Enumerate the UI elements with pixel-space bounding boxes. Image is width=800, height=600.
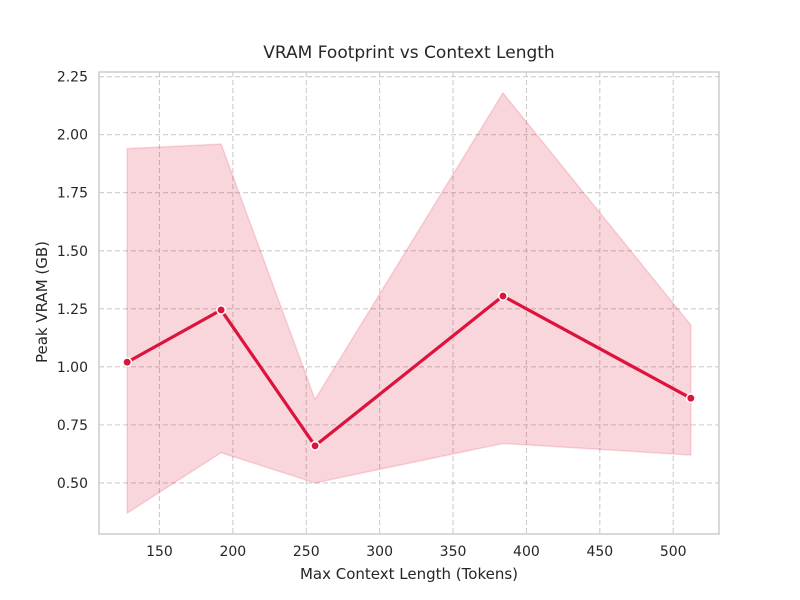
y-tick-label: 1.50 [57,244,88,260]
x-tick-label: 150 [146,544,173,560]
y-tick-label: 2.00 [57,128,88,144]
x-tick-label: 450 [586,544,613,560]
data-point-marker [122,357,133,368]
x-tick-label: 250 [293,544,320,560]
y-tick-label: 0.75 [57,418,88,434]
data-point-marker [685,393,696,404]
data-point-marker [497,291,508,301]
plot-border [98,71,720,535]
y-tick-label: 1.25 [57,302,88,318]
y-tick-label: 1.00 [57,360,88,376]
data-point-marker [310,440,321,451]
x-tick-label: 400 [513,544,540,560]
confidence-band [126,91,692,515]
x-tick-label: 500 [660,544,687,560]
chart-title: VRAM Footprint vs Context Length [263,43,555,63]
y-tick-label: 2.25 [57,70,88,86]
y-tick-label: 1.75 [57,186,88,202]
x-axis-label: Max Context Length (Tokens) [299,565,519,583]
y-tick-label: 0.50 [57,476,88,492]
y-axis-label: Peak VRAM (GB) [33,240,51,364]
x-tick-label: 200 [219,544,246,560]
data-point-marker [216,305,227,315]
x-tick-label: 350 [440,544,467,560]
x-tick-label: 300 [366,544,393,560]
